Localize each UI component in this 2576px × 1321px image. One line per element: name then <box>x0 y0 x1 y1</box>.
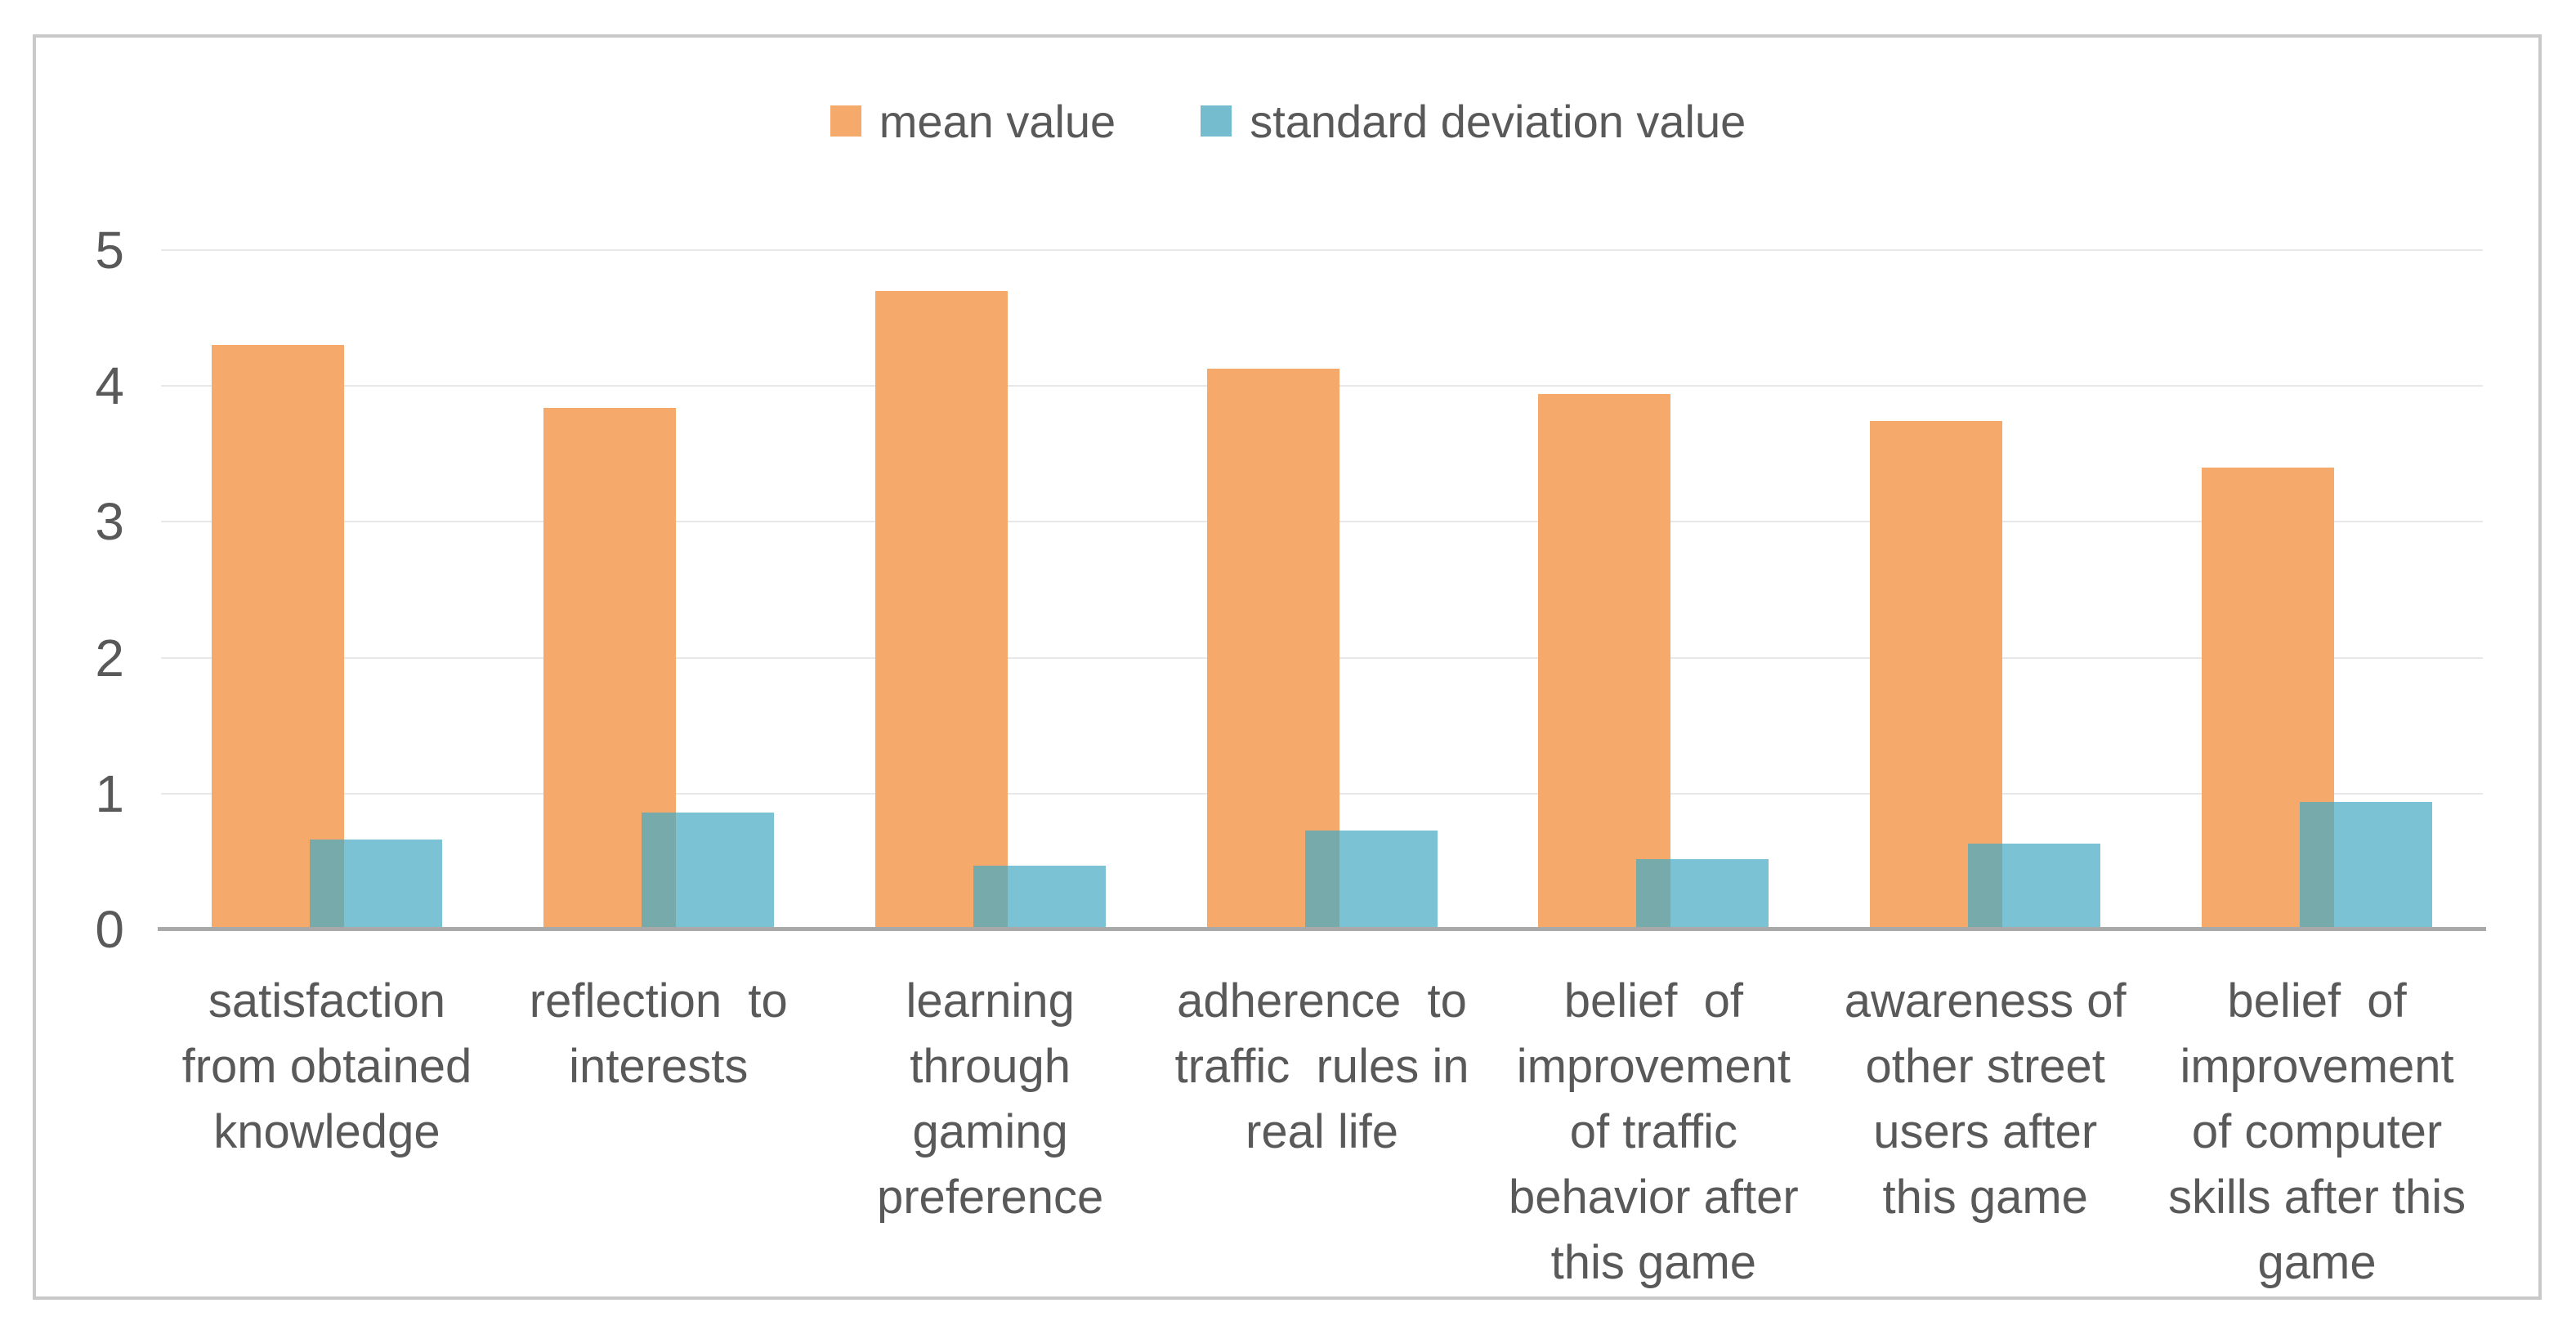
category-label: belief of improvement of computer skills… <box>2167 974 2466 1289</box>
legend-label-mean: mean value <box>879 95 1116 147</box>
category-label: reflection to interests <box>529 974 788 1093</box>
y-tick-label: 3 <box>95 492 124 552</box>
category-label: satisfaction from obtained knowledge <box>181 974 472 1158</box>
y-tick-label: 5 <box>95 221 124 280</box>
bar-sd <box>641 813 774 929</box>
bar-sd <box>973 865 1106 929</box>
legend-item-sd: standard deviation value <box>1201 95 1746 148</box>
bar-sd <box>1636 858 1769 929</box>
bar-sd <box>2300 801 2433 929</box>
bar-mean <box>1538 394 1671 929</box>
y-tick-label: 2 <box>95 628 124 687</box>
x-axis-line <box>158 927 2486 931</box>
legend: mean value standard deviation value <box>0 92 2576 150</box>
bar-mean <box>874 290 1008 929</box>
bar-sd <box>1968 844 2101 929</box>
legend-label-sd: standard deviation value <box>1250 95 1746 147</box>
bar-mean <box>211 345 344 929</box>
category-label: learning through gaming preference <box>876 974 1104 1224</box>
bar-sd <box>309 840 442 929</box>
mean-value-swatch-icon <box>830 105 861 137</box>
y-tick-label: 1 <box>95 763 124 823</box>
bar-sd <box>1304 830 1438 929</box>
gridline <box>161 249 2483 251</box>
category-label: belief of improvement of traffic behavio… <box>1509 974 1799 1289</box>
legend-item-mean: mean value <box>830 95 1116 148</box>
category-label: adherence to traffic rules in real life <box>1174 974 1469 1158</box>
sd-value-swatch-icon <box>1201 105 1232 137</box>
y-tick-label: 0 <box>95 900 124 959</box>
category-label: awareness of other street users after th… <box>1844 974 2127 1224</box>
y-tick-label: 4 <box>95 356 124 416</box>
